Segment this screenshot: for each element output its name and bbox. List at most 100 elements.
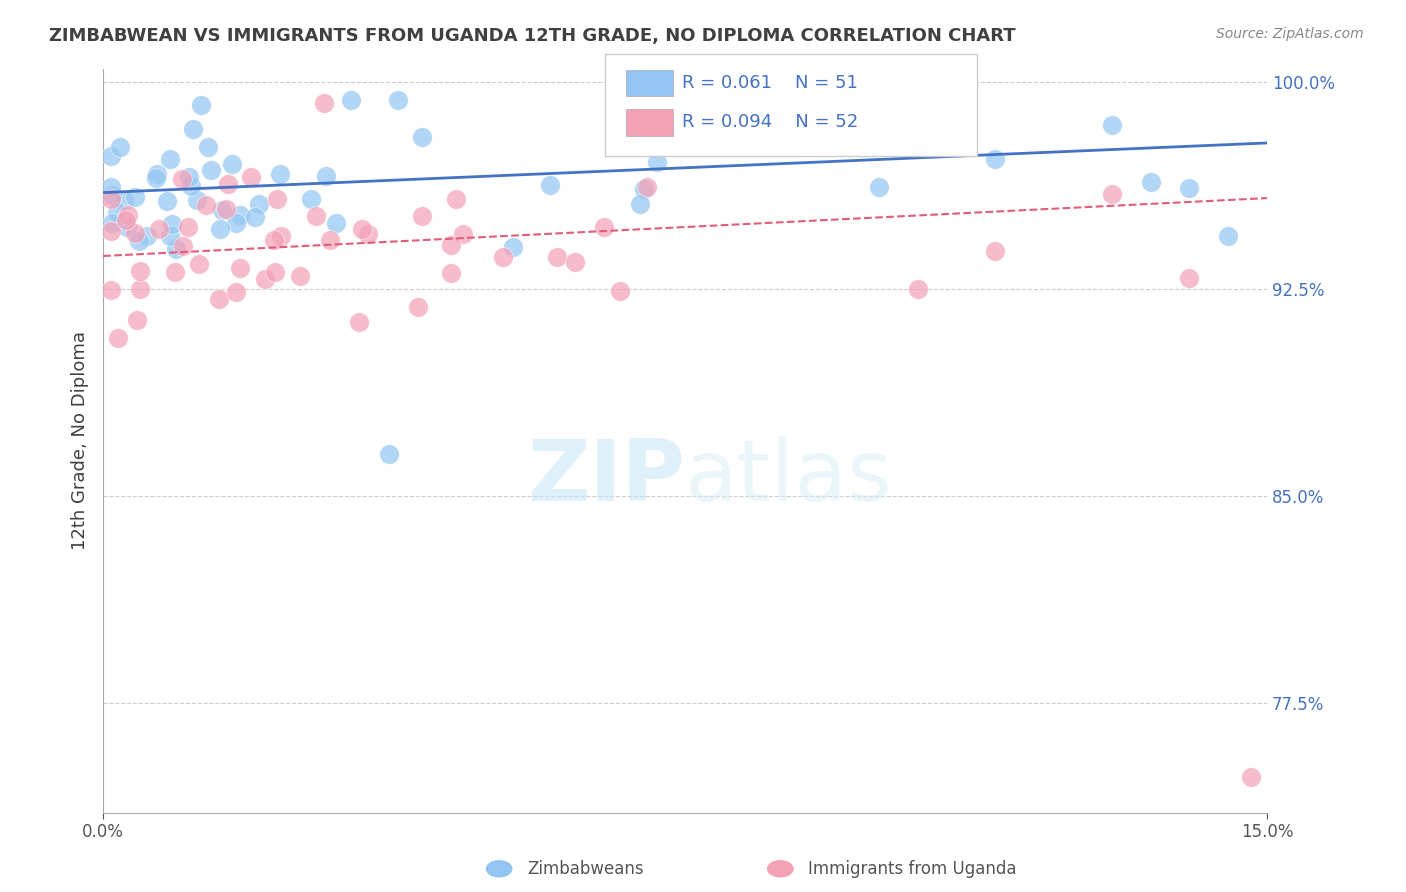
Point — [305, 209, 328, 223]
Point — [145, 171, 167, 186]
Point — [266, 192, 288, 206]
Point — [195, 198, 218, 212]
Text: R = 0.094    N = 52: R = 0.094 N = 52 — [682, 113, 858, 131]
Point — [645, 154, 668, 169]
Point — [221, 156, 243, 170]
Point — [984, 152, 1007, 166]
Point — [128, 263, 150, 277]
Point — [117, 208, 139, 222]
Point — [229, 260, 252, 275]
Point — [868, 180, 890, 194]
Point — [350, 222, 373, 236]
Point — [188, 257, 211, 271]
Point — [245, 211, 267, 225]
Point — [1216, 229, 1239, 244]
Point — [177, 170, 200, 185]
Point — [907, 282, 929, 296]
Point — [190, 98, 212, 112]
Point — [156, 194, 179, 208]
Point — [314, 95, 336, 110]
Point — [1139, 175, 1161, 189]
Point — [408, 300, 430, 314]
Point — [135, 229, 157, 244]
Point — [165, 242, 187, 256]
Point — [440, 238, 463, 252]
Point — [107, 205, 129, 219]
Point — [538, 178, 561, 192]
Point — [128, 234, 150, 248]
Point — [100, 283, 122, 297]
Point — [1178, 181, 1201, 195]
Point — [411, 130, 433, 145]
Point — [100, 180, 122, 194]
Point — [180, 178, 202, 193]
Point — [254, 271, 277, 285]
Point — [411, 209, 433, 223]
Point — [633, 182, 655, 196]
Point — [124, 190, 146, 204]
Point — [129, 282, 152, 296]
Point — [165, 265, 187, 279]
Point — [325, 216, 347, 230]
Point — [186, 193, 208, 207]
Point — [146, 167, 169, 181]
Text: Zimbabweans: Zimbabweans — [527, 860, 644, 878]
Point — [546, 250, 568, 264]
Text: atlas: atlas — [685, 436, 893, 519]
Point — [100, 188, 122, 202]
Point — [172, 239, 194, 253]
Text: ZIMBABWEAN VS IMMIGRANTS FROM UGANDA 12TH GRADE, NO DIPLOMA CORRELATION CHART: ZIMBABWEAN VS IMMIGRANTS FROM UGANDA 12T… — [49, 27, 1015, 45]
Point — [451, 227, 474, 241]
Point — [502, 240, 524, 254]
Point — [208, 222, 231, 236]
Point — [593, 219, 616, 234]
Point — [1240, 770, 1263, 784]
Point — [229, 208, 252, 222]
Point — [288, 269, 311, 284]
Point — [247, 197, 270, 211]
Point — [225, 285, 247, 300]
Point — [440, 267, 463, 281]
Point — [115, 219, 138, 234]
Point — [263, 233, 285, 247]
Point — [159, 228, 181, 243]
Point — [492, 250, 515, 264]
Point — [299, 192, 322, 206]
Text: Immigrants from Uganda: Immigrants from Uganda — [808, 860, 1017, 878]
Point — [357, 227, 380, 241]
Point — [315, 169, 337, 183]
Point — [148, 222, 170, 236]
Point — [628, 197, 651, 211]
Point — [115, 213, 138, 227]
Point — [264, 265, 287, 279]
Point — [211, 203, 233, 218]
Point — [239, 170, 262, 185]
Point — [160, 217, 183, 231]
Point — [100, 192, 122, 206]
Point — [347, 315, 370, 329]
Point — [159, 152, 181, 166]
Point — [217, 177, 239, 191]
Point — [110, 140, 132, 154]
Point — [1101, 186, 1123, 201]
Point — [200, 162, 222, 177]
Point — [101, 216, 124, 230]
Point — [214, 202, 236, 217]
Point — [181, 122, 204, 136]
Point — [377, 448, 399, 462]
Point — [177, 220, 200, 235]
Point — [107, 331, 129, 345]
Point — [984, 244, 1007, 258]
Point — [387, 93, 409, 107]
Point — [270, 228, 292, 243]
Point — [112, 194, 135, 208]
Point — [609, 284, 631, 298]
Point — [100, 224, 122, 238]
Point — [319, 233, 342, 247]
Point — [208, 292, 231, 306]
Text: Source: ZipAtlas.com: Source: ZipAtlas.com — [1216, 27, 1364, 41]
Text: R = 0.061    N = 51: R = 0.061 N = 51 — [682, 74, 858, 92]
Point — [1178, 271, 1201, 285]
Point — [564, 255, 586, 269]
Text: ZIP: ZIP — [527, 436, 685, 519]
